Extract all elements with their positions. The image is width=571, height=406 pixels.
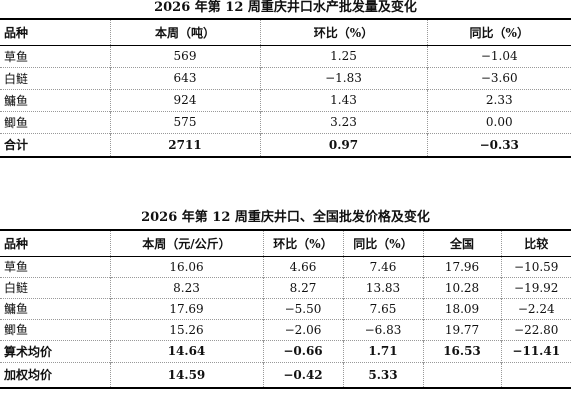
table-cell: −3.60: [426, 66, 571, 89]
table-cell: 575: [109, 110, 260, 133]
table-cell: [422, 361, 501, 388]
table-cell: 14.64: [109, 339, 263, 362]
table-cell: −6.83: [342, 318, 423, 340]
header-cell: 同比（%）: [342, 230, 423, 256]
table-cell: −11.41: [500, 339, 571, 362]
table-cell: −10.59: [500, 255, 571, 277]
table-cell: 加权均价: [0, 361, 110, 388]
table2-header-row: 品种 本周（元/公斤） 环比（%） 同比（%） 全国 比较: [0, 230, 571, 256]
table-cell: 7.46: [342, 255, 423, 277]
table-cell: 19.77: [422, 318, 501, 340]
table-cell: 合计: [0, 132, 110, 157]
table-cell: 5.33: [342, 361, 423, 388]
table-cell: −5.50: [262, 297, 343, 319]
table-cell: 白鲢: [0, 276, 110, 298]
table-row: 鳙鱼 924 1.43 2.33: [0, 88, 571, 111]
weighted-average-row: 加权均价 14.59 −0.42 5.33: [0, 361, 571, 388]
table-cell: 2711: [109, 132, 260, 157]
table-cell: −22.80: [500, 318, 571, 340]
table-cell: 草鱼: [0, 255, 110, 277]
table-row: 鲫鱼 15.26 −2.06 −6.83 19.77 −22.80: [0, 318, 571, 340]
table-cell: 924: [109, 88, 260, 111]
table-cell: −0.42: [262, 361, 343, 388]
table-cell: 0.00: [426, 110, 571, 133]
table-cell: 18.09: [422, 297, 501, 319]
table-cell: −0.33: [426, 132, 571, 157]
table-cell: 13.83: [342, 276, 423, 298]
table-cell: −1.04: [426, 44, 571, 67]
header-cell: 比较: [500, 230, 571, 256]
table-cell: 算术均价: [0, 339, 110, 362]
wholesale-volume-table: 品种 本周（吨） 环比（%） 同比（%） 草鱼 569 1.25 −1.04 白…: [0, 18, 571, 158]
table1-header-row: 品种 本周（吨） 环比（%） 同比（%）: [0, 19, 571, 45]
table-cell: 1.71: [342, 339, 423, 362]
table-cell: 1.25: [259, 44, 427, 67]
table-row: 草鱼 16.06 4.66 7.46 17.96 −10.59: [0, 255, 571, 277]
table-cell: 15.26: [109, 318, 263, 340]
table-cell: −1.83: [259, 66, 427, 89]
table-cell: 鲫鱼: [0, 318, 110, 340]
table-row: 白鲢 643 −1.83 −3.60: [0, 66, 571, 89]
table-cell: 1.43: [259, 88, 427, 111]
table-cell: 8.27: [262, 276, 343, 298]
table-cell: 14.59: [109, 361, 263, 388]
table-cell: 白鲢: [0, 66, 110, 89]
table1-title: 2026 年第 12 周重庆井口水产批发量及变化: [154, 0, 417, 15]
table-row: 鲫鱼 575 3.23 0.00: [0, 110, 571, 133]
table-cell: 569: [109, 44, 260, 67]
header-cell: 环比（%）: [259, 19, 427, 45]
table-cell: −0.66: [262, 339, 343, 362]
header-cell: 同比（%）: [426, 19, 571, 45]
table-row: 鳙鱼 17.69 −5.50 7.65 18.09 −2.24: [0, 297, 571, 319]
arithmetic-average-row: 算术均价 14.64 −0.66 1.71 16.53 −11.41: [0, 339, 571, 362]
header-cell: 本周（元/公斤）: [109, 230, 263, 256]
table2-title: 2026 年第 12 周重庆井口、全国批发价格及变化: [141, 210, 430, 225]
table-cell: 7.65: [342, 297, 423, 319]
table-cell: 2.33: [426, 88, 571, 111]
table-cell: 10.28: [422, 276, 501, 298]
wholesale-price-table: 品种 本周（元/公斤） 环比（%） 同比（%） 全国 比较 草鱼 16.06 4…: [0, 229, 571, 389]
table-cell: 鳙鱼: [0, 88, 110, 111]
table-cell: 0.97: [259, 132, 427, 157]
table-cell: 643: [109, 66, 260, 89]
table-cell: 17.69: [109, 297, 263, 319]
header-cell: 本周（吨）: [109, 19, 260, 45]
table-cell: [500, 361, 571, 388]
table-cell: 4.66: [262, 255, 343, 277]
table-cell: 16.06: [109, 255, 263, 277]
header-cell: 品种: [4, 236, 29, 251]
header-cell: 环比（%）: [262, 230, 343, 256]
total-row: 合计 2711 0.97 −0.33: [0, 132, 571, 157]
table-row: 白鲢 8.23 8.27 13.83 10.28 −19.92: [0, 276, 571, 298]
table-cell: 8.23: [109, 276, 263, 298]
header-cell: 品种: [4, 25, 29, 40]
header-cell: 全国: [422, 230, 501, 256]
table-cell: −19.92: [500, 276, 571, 298]
table-cell: 3.23: [259, 110, 427, 133]
table-cell: 鲫鱼: [0, 110, 110, 133]
table-cell: 16.53: [422, 339, 501, 362]
table-row: 草鱼 569 1.25 −1.04: [0, 44, 571, 67]
table-cell: 17.96: [422, 255, 501, 277]
table-cell: −2.06: [262, 318, 343, 340]
table-cell: 鳙鱼: [0, 297, 110, 319]
table-cell: −2.24: [500, 297, 571, 319]
table-cell: 草鱼: [0, 44, 110, 67]
